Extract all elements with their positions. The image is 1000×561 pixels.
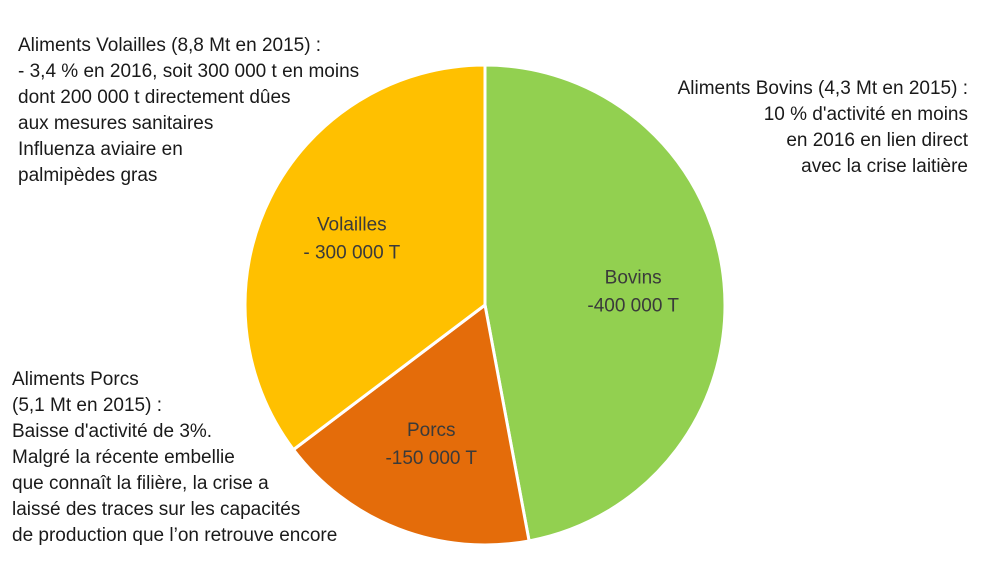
annotation-line: laissé des traces sur les capacités bbox=[12, 499, 301, 520]
pie-slice-volailles bbox=[243, 63, 487, 452]
pie-slice-label-volailles: Volailles - 300 000 T bbox=[303, 215, 400, 264]
pie-slice-label-line: Volailles bbox=[317, 215, 387, 236]
annotation-line: Aliments Volailles (8,8 Mt en 2015) : bbox=[18, 35, 322, 56]
annotation-line: aux mesures sanitaires bbox=[18, 113, 214, 134]
annotation-line: en 2016 en lien direct bbox=[786, 130, 968, 151]
annotation-line: palmipèdes gras bbox=[18, 165, 158, 186]
annotation-bovins: Aliments Bovins (4,3 Mt en 2015) : 10 % … bbox=[678, 76, 968, 180]
annotation-line: Aliments Porcs bbox=[12, 369, 139, 390]
annotation-porcs: Aliments Porcs (5,1 Mt en 2015) : Baisse… bbox=[12, 367, 337, 549]
annotation-line: Aliments Bovins (4,3 Mt en 2015) : bbox=[677, 78, 968, 99]
annotation-line: 10 % d'activité en moins bbox=[763, 104, 968, 125]
annotation-line: dont 200 000 t directement dûes bbox=[18, 87, 291, 108]
pie-slice-porcs bbox=[291, 303, 531, 547]
pie-slice-label-line: -150 000 T bbox=[385, 448, 477, 469]
pie-slice-label-porcs: Porcs -150 000 T bbox=[385, 420, 477, 469]
pie-slice-label-line: -400 000 T bbox=[587, 295, 679, 316]
annotation-line: de production que l’on retrouve encore bbox=[12, 525, 338, 546]
pie-slice-label-line: Bovins bbox=[605, 267, 662, 288]
pie-slice-label-line: Porcs bbox=[407, 420, 456, 441]
annotation-line: avec la crise laitière bbox=[801, 156, 968, 177]
annotation-line: (5,1 Mt en 2015) : bbox=[12, 395, 162, 416]
annotation-line: que connaît la filière, la crise a bbox=[12, 473, 269, 494]
annotation-line: Influenza aviaire en bbox=[18, 139, 183, 160]
pie-slice-bovins bbox=[483, 63, 727, 543]
annotation-volailles: Aliments Volailles (8,8 Mt en 2015) : - … bbox=[18, 33, 359, 189]
annotation-line: Malgré la récente embellie bbox=[12, 447, 235, 468]
pie-slice-label-bovins: Bovins -400 000 T bbox=[587, 267, 679, 316]
annotation-line: - 3,4 % en 2016, soit 300 000 t en moins bbox=[18, 61, 360, 82]
pie-slice-label-line: - 300 000 T bbox=[303, 243, 400, 264]
annotation-line: Baisse d'activité de 3%. bbox=[12, 421, 213, 442]
